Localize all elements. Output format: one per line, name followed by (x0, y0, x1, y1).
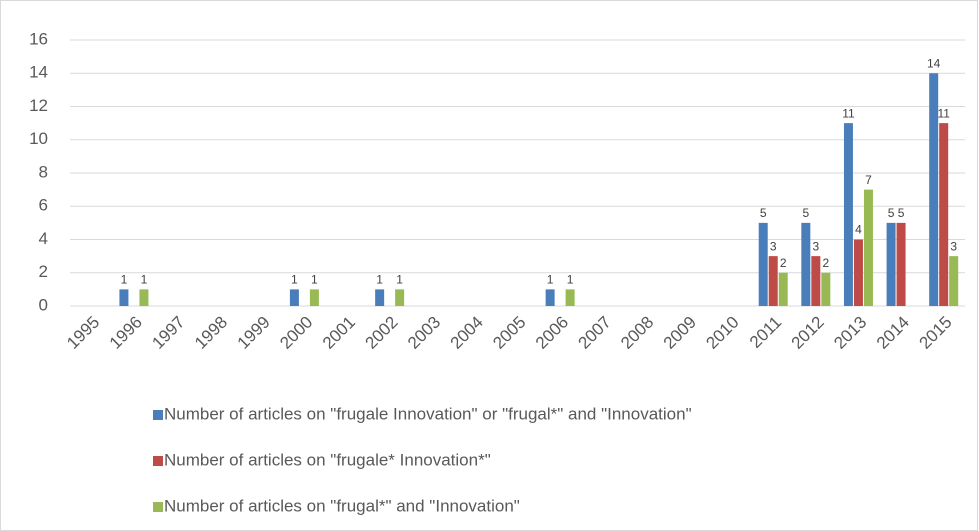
data-label: 5 (898, 206, 905, 220)
bar (778, 272, 788, 306)
y-tick-label: 0 (39, 295, 48, 314)
data-label: 5 (888, 206, 895, 220)
bar (811, 256, 821, 306)
bar (565, 289, 575, 306)
bar (139, 289, 149, 306)
legend-label: Number of articles on "frugale* Innovati… (164, 450, 491, 469)
legend-swatch (153, 456, 163, 466)
bar (758, 222, 768, 306)
data-label: 1 (376, 273, 383, 287)
bar (896, 222, 906, 306)
data-label: 14 (927, 56, 941, 70)
bar (119, 289, 129, 306)
bar (949, 256, 959, 306)
legend-swatch (153, 502, 163, 512)
data-label: 2 (780, 256, 787, 270)
bar (821, 272, 831, 306)
data-label: 1 (141, 273, 148, 287)
bar (929, 73, 939, 306)
legend-label: Number of articles on "frugale Innovatio… (164, 404, 692, 423)
bar (768, 256, 778, 306)
bar (289, 289, 299, 306)
data-label: 1 (567, 273, 574, 287)
data-label: 5 (802, 206, 809, 220)
data-label: 2 (822, 256, 829, 270)
bar (801, 222, 811, 306)
bar (545, 289, 555, 306)
data-label: 1 (121, 273, 128, 287)
bar (375, 289, 385, 306)
data-label: 1 (547, 273, 554, 287)
bar (309, 289, 319, 306)
y-tick-label: 8 (39, 162, 48, 181)
data-label: 1 (396, 273, 403, 287)
y-tick-label: 16 (29, 29, 48, 48)
bar (939, 123, 949, 306)
y-tick-label: 10 (29, 129, 48, 148)
data-label: 1 (311, 273, 318, 287)
bar (863, 189, 873, 306)
data-label: 3 (812, 239, 819, 253)
bar (886, 222, 896, 306)
data-label: 4 (855, 223, 862, 237)
data-label: 3 (950, 239, 957, 253)
y-tick-label: 14 (29, 63, 48, 82)
data-label: 7 (865, 173, 872, 187)
bar (395, 289, 405, 306)
data-label: 5 (760, 206, 767, 220)
legend-swatch (153, 410, 163, 420)
data-label: 11 (842, 106, 855, 120)
data-label: 3 (770, 239, 777, 253)
data-label: 11 (937, 106, 950, 120)
bar (853, 239, 863, 306)
y-tick-label: 4 (39, 229, 48, 248)
bar (843, 123, 853, 306)
y-tick-label: 12 (29, 96, 48, 115)
y-tick-label: 2 (39, 262, 48, 281)
data-label: 1 (291, 273, 298, 287)
y-tick-label: 6 (39, 196, 48, 215)
legend-label: Number of articles on "frugal*" and "Inn… (164, 496, 520, 515)
